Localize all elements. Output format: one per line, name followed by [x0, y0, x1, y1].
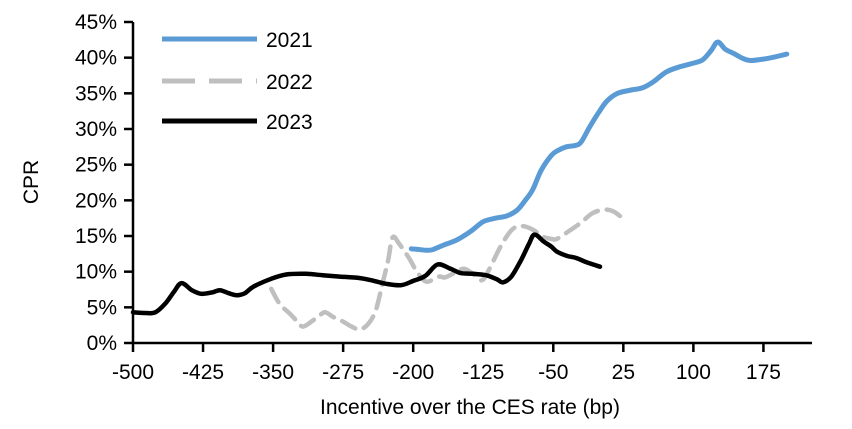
y-axis-title: CPR [20, 160, 43, 204]
y-tick-label: 25% [75, 154, 117, 177]
x-tick-label: -200 [392, 361, 434, 384]
y-tick-label: 5% [87, 296, 117, 319]
legend-label-2021: 2021 [266, 29, 313, 52]
series-line-2021 [408, 39, 790, 253]
x-tick-label: -350 [252, 361, 294, 384]
y-tick-label: 15% [75, 225, 117, 248]
x-tick-label: 25 [612, 361, 635, 384]
series-line-2022 [268, 207, 626, 332]
y-tick-label: 40% [75, 47, 117, 70]
y-tick-label: 10% [75, 261, 117, 284]
legend-label-2022: 2022 [266, 71, 313, 94]
series-line-2023 [130, 232, 603, 316]
x-tick-label: -425 [182, 361, 224, 384]
x-axis-ticks: -500 -425 -350 -275 -200 -125 -50 25 100 175 [112, 343, 781, 384]
y-tick-label: 0% [87, 332, 117, 355]
x-tick-label: -500 [112, 361, 154, 384]
axes [131, 22, 812, 345]
x-tick-label: 175 [746, 361, 781, 384]
x-tick-label: 100 [676, 361, 711, 384]
data-series [130, 39, 790, 332]
y-tick-label: 30% [75, 118, 117, 141]
y-tick-label: 45% [75, 11, 117, 34]
x-tick-label: -275 [322, 361, 364, 384]
x-tick-label: -125 [462, 361, 504, 384]
x-tick-label: -50 [538, 361, 568, 384]
y-tick-label: 20% [75, 189, 117, 212]
x-axis-title: Incentive over the CES rate (bp) [320, 396, 620, 419]
y-axis-ticks: 0% 5% 10% 15% 20% 25% 30% 35% 40% 45% [75, 11, 133, 355]
y-tick-label: 35% [75, 82, 117, 105]
legend-label-2023: 2023 [266, 111, 313, 134]
chart-legend: 2021 2022 2023 [162, 29, 313, 134]
